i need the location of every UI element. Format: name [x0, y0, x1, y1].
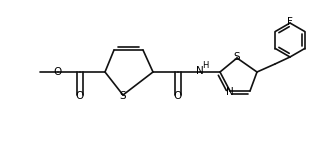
Text: N: N	[226, 87, 234, 97]
Text: S: S	[234, 52, 240, 62]
Text: F: F	[287, 17, 293, 27]
Text: S: S	[120, 91, 126, 101]
Text: O: O	[54, 67, 62, 77]
Text: N: N	[196, 66, 204, 76]
Text: H: H	[202, 61, 208, 70]
Text: O: O	[76, 91, 84, 101]
Text: O: O	[174, 91, 182, 101]
